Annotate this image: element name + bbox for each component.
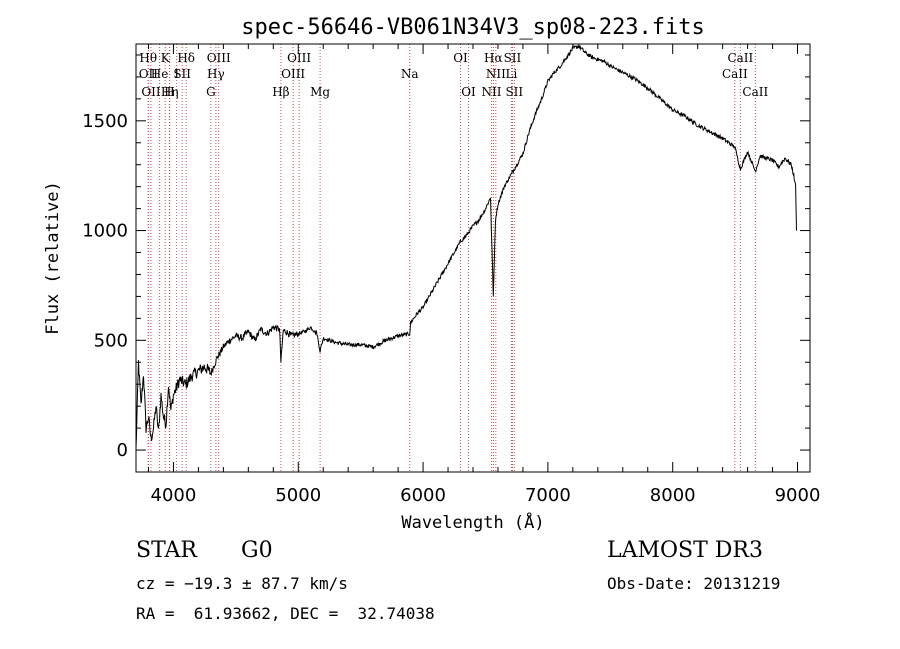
x-tick-label: 7000 [525,485,571,506]
line-label: CaII [722,67,748,81]
line-label: OI [453,51,468,65]
line-label: OIII [281,67,305,81]
y-tick-label: 1500 [82,111,128,132]
y-axis-ticks: 0 500 1000 1500 [82,54,810,473]
line-label: NII [486,67,506,81]
survey-label: LAMOST DR3 [607,538,763,563]
y-tick-label: 500 [94,330,128,351]
spectrum-line [135,43,797,449]
line-label: H [164,85,174,99]
line-label: OI [461,85,476,99]
line-label: SII [173,67,191,81]
y-tick-label: 0 [117,440,128,461]
x-tick-label: 8000 [650,485,696,506]
plot-frame [135,43,811,473]
line-label: OIII [287,51,311,65]
chart-title: spec-56646-VB061N34V3_sp08-223.fits [241,15,705,40]
line-label: Li [506,67,518,81]
x-axis-label: Wavelength (Å) [401,511,544,533]
line-label: He [151,67,169,81]
line-label: SII [505,85,523,99]
line-label: Na [401,67,419,81]
emission-line-labels: HθOIIOIIHeKHηHISIIHδGHγOIIIHβOIIIOIIIMgN… [139,51,769,99]
redshift-velocity: cz = −19.3 ± 87.7 km/s [136,574,348,593]
line-label: OII [141,85,161,99]
x-axis-ticks: 4000 5000 6000 7000 8000 9000 [147,44,821,506]
line-label: Hη [161,85,179,99]
y-axis-label: Flux (relative) [43,181,63,335]
observation-date: Obs-Date: 20131219 [607,574,781,593]
subclass: G0 [241,538,273,563]
object-class: STAR [136,538,197,563]
y-tick-label: 1000 [82,221,128,242]
line-label: Hδ [177,51,195,65]
line-label: OII [139,67,159,81]
line-label: G [206,85,216,99]
x-tick-label: 6000 [400,485,446,506]
line-label: CaII [727,51,753,65]
x-tick-label: 5000 [275,485,321,506]
line-label: I [174,67,179,81]
line-label: Hγ [207,67,225,81]
coordinates: RA = 61.93662, DEC = 32.74038 [136,604,435,623]
line-label: SII [504,51,522,65]
line-label: Hθ [139,51,157,65]
emission-line-markers [147,44,756,472]
line-label: Hα [484,51,503,65]
line-label: NII [481,85,501,99]
line-label: Hβ [272,85,289,99]
x-tick-label: 9000 [775,485,821,506]
line-label: OIII [207,51,231,65]
line-label: Mg [310,85,330,99]
line-label: K [161,51,171,65]
line-label: CaII [742,85,768,99]
x-tick-label: 4000 [151,485,197,506]
